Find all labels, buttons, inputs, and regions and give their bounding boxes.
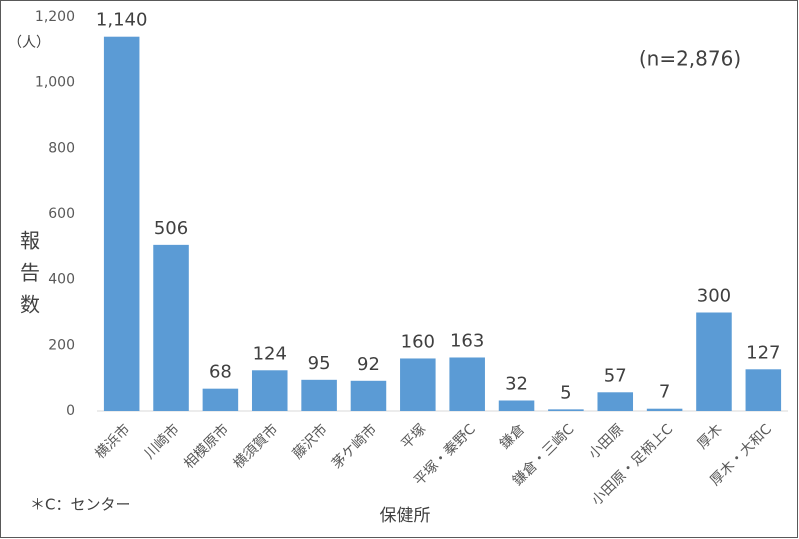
y-tick-label: 1,200	[35, 9, 75, 25]
x-axis-label: 保健所	[380, 506, 431, 526]
data-label: 160	[401, 331, 435, 352]
data-label: 92	[357, 354, 380, 375]
y-tick-label: 0	[66, 403, 75, 419]
bar	[400, 358, 436, 411]
bar	[498, 400, 535, 411]
data-label: 163	[450, 330, 484, 351]
y-axis-label: 報告数	[17, 230, 41, 326]
y-tick-label: 200	[48, 337, 75, 353]
data-label: 506	[154, 218, 188, 239]
bar	[301, 379, 337, 411]
data-label: 7	[659, 382, 670, 403]
y-tick-label: 800	[48, 140, 75, 156]
data-label: 95	[308, 353, 331, 374]
bar	[350, 380, 387, 411]
bar	[202, 388, 239, 411]
y-tick-label: 400	[48, 272, 75, 288]
bar	[449, 357, 485, 411]
data-label: 124	[253, 343, 287, 364]
data-label: 127	[746, 342, 780, 363]
y-tick-label: 1,000	[35, 75, 75, 91]
annotation: (n=2,876)	[639, 47, 741, 71]
y-unit: （人）	[8, 35, 50, 51]
bar	[548, 409, 584, 411]
bar	[646, 408, 683, 411]
bar	[745, 369, 782, 411]
bar	[153, 244, 189, 411]
bar	[696, 312, 732, 411]
data-label: 57	[604, 365, 627, 386]
data-label: 1,140	[96, 10, 148, 31]
note: ＊C：センター	[30, 496, 130, 514]
bar	[251, 370, 288, 411]
data-label: 68	[209, 362, 232, 383]
data-label: 5	[560, 382, 571, 403]
data-label: 300	[697, 286, 731, 307]
data-label: 32	[505, 373, 528, 394]
y-tick-label: 600	[48, 206, 75, 222]
bar	[103, 36, 140, 411]
bar	[597, 392, 634, 411]
